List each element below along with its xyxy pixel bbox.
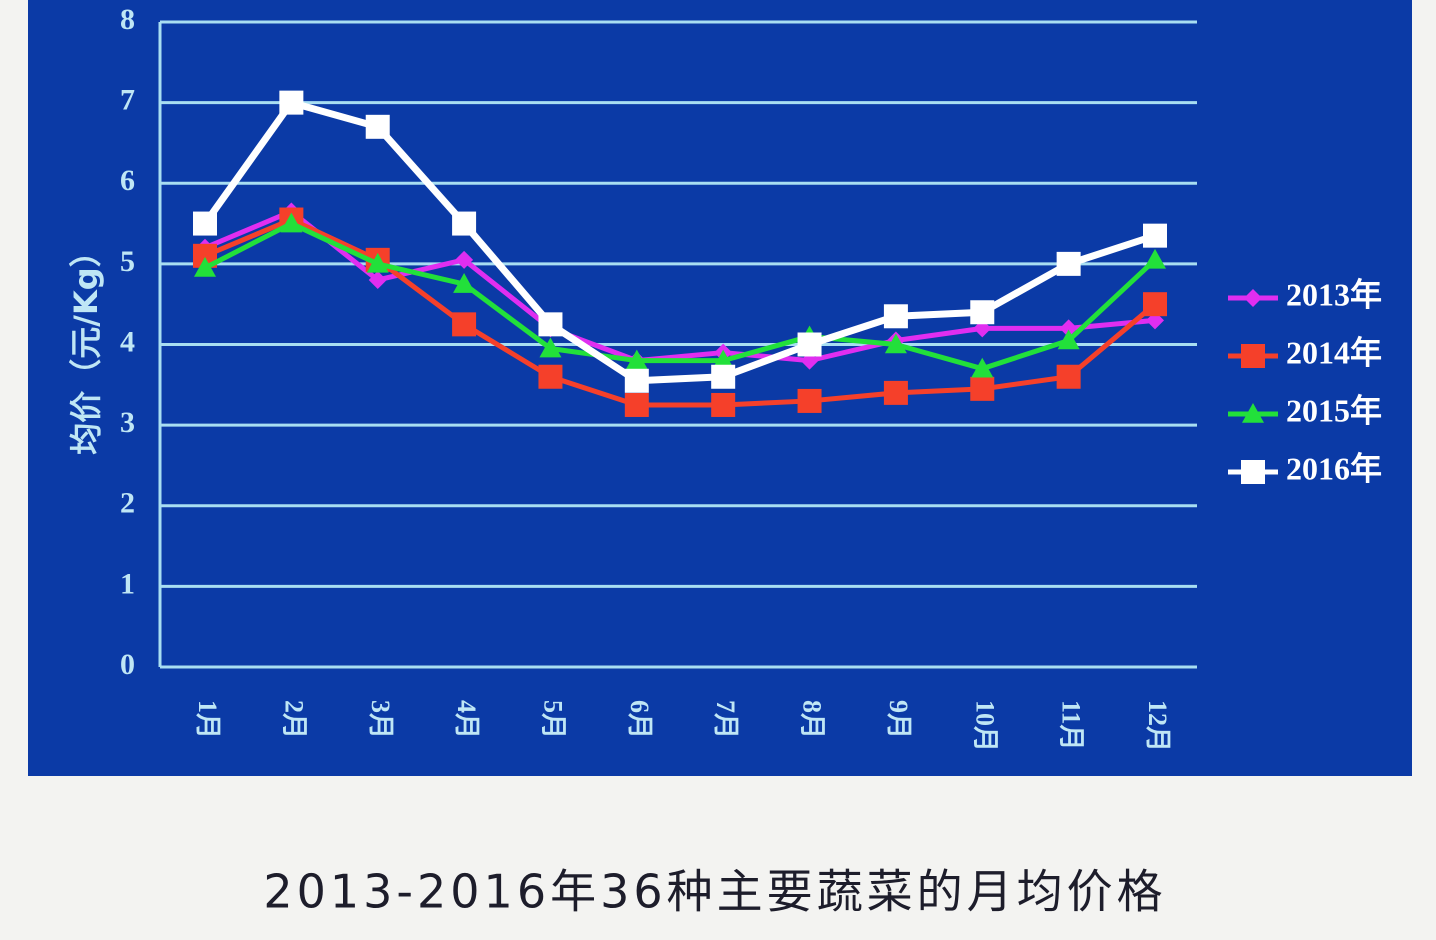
data-point bbox=[971, 357, 994, 378]
series-line bbox=[204, 217, 1157, 408]
x-tick-label: 6月 bbox=[625, 700, 654, 739]
data-point bbox=[970, 376, 995, 401]
data-point bbox=[538, 312, 563, 337]
data-point bbox=[365, 114, 390, 139]
data-point bbox=[453, 273, 476, 293]
data-point bbox=[366, 252, 389, 273]
data-point bbox=[1143, 292, 1167, 317]
data-point bbox=[884, 333, 907, 354]
data-point bbox=[1143, 223, 1167, 248]
data-point bbox=[712, 349, 735, 370]
y-tick-label: 8 bbox=[120, 3, 135, 36]
x-tick-label: 5月 bbox=[538, 700, 567, 739]
data-point bbox=[538, 364, 563, 389]
x-tick-label: 4月 bbox=[452, 700, 481, 739]
data-point bbox=[455, 250, 474, 269]
data-point bbox=[624, 392, 649, 417]
legend-label: 2014年 bbox=[1286, 334, 1382, 370]
y-tick-label: 6 bbox=[120, 164, 135, 197]
x-tick-label: 11月 bbox=[1057, 700, 1086, 751]
x-tick-label: 2月 bbox=[279, 700, 308, 739]
data-point bbox=[711, 364, 736, 389]
y-tick-label: 3 bbox=[120, 406, 135, 439]
legend-marker bbox=[1241, 460, 1265, 484]
series-line bbox=[202, 99, 1157, 385]
y-tick-label: 2 bbox=[120, 487, 135, 520]
data-point bbox=[193, 211, 217, 236]
data-point bbox=[279, 90, 304, 115]
data-point bbox=[539, 337, 562, 358]
series-line bbox=[203, 221, 1157, 372]
x-tick-label: 7月 bbox=[711, 700, 740, 739]
data-point bbox=[797, 388, 822, 413]
legend-marker bbox=[1244, 289, 1262, 307]
legend-marker bbox=[1242, 403, 1264, 423]
y-tick-label: 4 bbox=[120, 325, 135, 358]
y-axis-label: 均价（元/Kg） bbox=[67, 235, 105, 454]
data-point bbox=[452, 211, 477, 236]
legend-label: 2013年 bbox=[1286, 276, 1382, 312]
data-point bbox=[883, 304, 908, 329]
data-point bbox=[883, 380, 908, 405]
x-tick-label: 1月 bbox=[193, 700, 222, 739]
data-point bbox=[711, 392, 736, 417]
data-point bbox=[624, 368, 649, 393]
data-point bbox=[1056, 364, 1081, 389]
legend-marker bbox=[1241, 344, 1265, 368]
data-point bbox=[1057, 329, 1080, 350]
data-point bbox=[368, 271, 387, 289]
data-point bbox=[625, 349, 648, 370]
y-tick-label: 0 bbox=[120, 648, 135, 681]
data-point bbox=[797, 332, 822, 357]
y-tick-label: 1 bbox=[120, 567, 135, 600]
legend-label: 2016年 bbox=[1286, 450, 1382, 486]
legend-label: 2015年 bbox=[1286, 392, 1382, 428]
data-point bbox=[1056, 251, 1081, 276]
x-tick-label: 8月 bbox=[798, 700, 827, 739]
data-point bbox=[452, 312, 477, 337]
chart-title: 2013-2016年36种主要蔬菜的月均价格 bbox=[263, 865, 1166, 919]
data-point bbox=[194, 256, 216, 277]
series-line bbox=[204, 208, 1156, 364]
x-tick-label: 3月 bbox=[366, 700, 395, 739]
x-tick-label: 9月 bbox=[884, 700, 913, 739]
data-point bbox=[970, 300, 995, 325]
data-point bbox=[280, 212, 303, 233]
x-tick-label: 12月 bbox=[1143, 700, 1172, 752]
x-tick-label: 10月 bbox=[970, 700, 999, 752]
y-tick-label: 7 bbox=[120, 84, 135, 117]
data-point bbox=[1144, 248, 1166, 269]
y-tick-label: 5 bbox=[120, 245, 135, 278]
